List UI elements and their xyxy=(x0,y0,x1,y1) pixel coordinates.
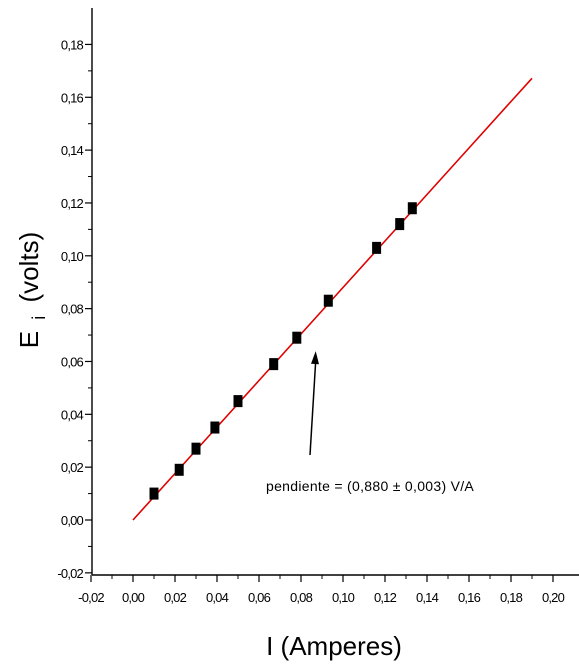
fit-line-layer xyxy=(132,77,533,521)
annotation-arrow-shaft xyxy=(309,361,317,456)
data-point xyxy=(269,358,279,371)
data-point xyxy=(210,421,220,434)
y-axis-title: E i (volts) xyxy=(14,232,51,349)
data-point xyxy=(292,331,302,344)
x-tick-label: 0,06 xyxy=(248,590,271,605)
y-tick-label: 0,04 xyxy=(61,407,84,422)
x-tick-label: 0,16 xyxy=(458,590,481,605)
annotation-arrowhead xyxy=(311,351,319,365)
x-tick-label: -0,02 xyxy=(78,590,104,605)
data-point xyxy=(191,442,201,455)
y-tick-label: 0,16 xyxy=(61,90,84,105)
data-point xyxy=(407,202,417,215)
y-axis-title-rest: (volts) xyxy=(14,232,44,303)
y-tick-label: 0,02 xyxy=(61,460,84,475)
annotation-layer: pendiente = (0,880 ± 0,003) V/A xyxy=(266,351,474,494)
data-point xyxy=(323,294,333,307)
x-tick-label: 0,14 xyxy=(416,590,439,605)
svg-text:E i (volts): E i (volts) xyxy=(14,232,51,349)
x-tick-label: 0,20 xyxy=(542,590,565,605)
data-point xyxy=(174,463,184,476)
y-tick-label: 0,00 xyxy=(61,513,84,528)
y-axis-title-subscript: i xyxy=(29,316,49,320)
data-point xyxy=(372,241,382,254)
x-tick-labels: -0,02 0,00 0,02 0,04 0,06 0,08 0,10 0,12 0,14 0,1… xyxy=(78,590,565,605)
data-point xyxy=(149,487,159,500)
x-axis-title: I (Amperes) xyxy=(266,631,402,661)
y-axis-title-main: E xyxy=(14,331,44,348)
x-tick-label: 0,04 xyxy=(206,590,229,605)
y-tick-label: 0,18 xyxy=(61,37,84,52)
x-tick-label: 0,00 xyxy=(122,590,145,605)
annotation-label: pendiente = (0,880 ± 0,003) V/A xyxy=(266,478,474,494)
y-tick-label: 0,12 xyxy=(61,196,84,211)
fit-line xyxy=(132,77,533,521)
y-tick-label: 0,14 xyxy=(61,143,84,158)
y-tick-label: -0,02 xyxy=(57,566,83,581)
axes xyxy=(85,8,579,582)
y-tick-label: 0,06 xyxy=(61,354,84,369)
x-tick-label: 0,02 xyxy=(164,590,187,605)
x-tick-label: 0,10 xyxy=(332,590,355,605)
x-tick-label: 0,18 xyxy=(500,590,523,605)
data-points-layer xyxy=(149,202,417,500)
x-tick-label: 0,12 xyxy=(374,590,397,605)
y-tick-label: 0,10 xyxy=(61,249,84,264)
data-point xyxy=(395,218,405,231)
y-tick-label: 0,08 xyxy=(61,302,84,317)
y-tick-labels: -0,02 0,00 0,02 0,04 0,06 0,08 0,10 0,12 0,14 0,1… xyxy=(57,37,84,581)
data-point xyxy=(233,395,243,408)
x-tick-label: 0,08 xyxy=(290,590,313,605)
